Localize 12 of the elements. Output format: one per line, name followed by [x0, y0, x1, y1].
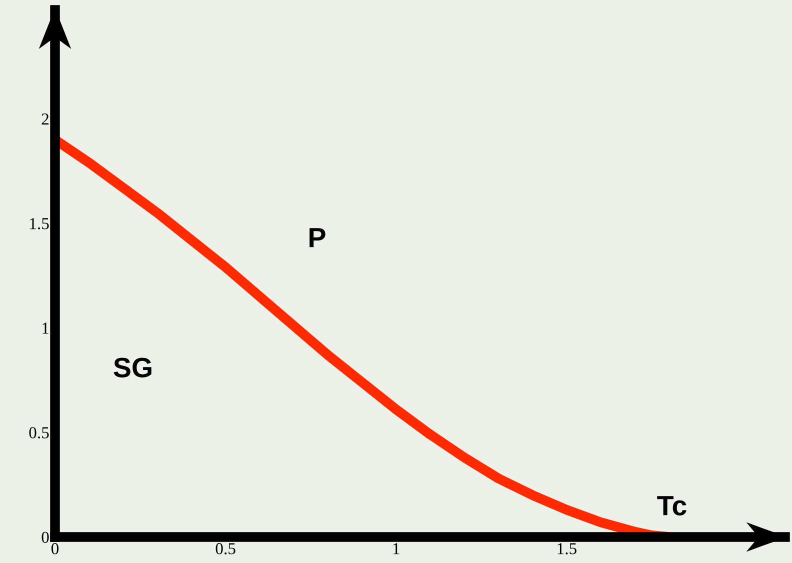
annotation: P [310, 228, 326, 248]
y-tick-label: 1.5 [30, 218, 49, 230]
y-tick-label: 0.5 [29, 427, 49, 438]
y-tick-label: 2 [42, 113, 49, 125]
annotation: Tc [657, 496, 686, 516]
annotation: SG [114, 358, 152, 378]
x-tick-label: 0.5 [216, 543, 236, 554]
y-tick-label: 1 [42, 322, 48, 334]
x-tick-label: 1 [393, 543, 400, 554]
y-tick-label: 0 [42, 532, 49, 543]
x-tick-label: 0 [51, 543, 59, 554]
x-tick-label: 1.5 [558, 543, 576, 554]
